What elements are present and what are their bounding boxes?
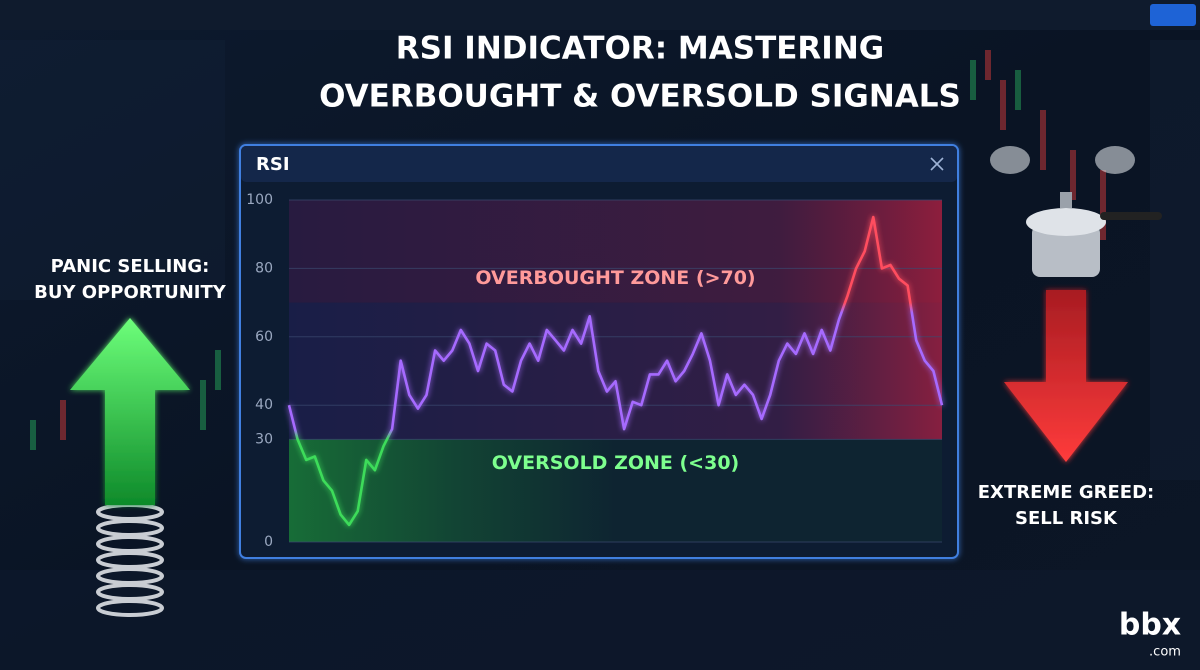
- left-note: BUY OPPORTUNITY: [34, 282, 227, 303]
- panel-header: [241, 146, 957, 182]
- login-button[interactable]: [1150, 4, 1196, 26]
- background-candles: [30, 50, 1106, 450]
- red-glow: [289, 200, 942, 440]
- background-table: [0, 40, 1200, 670]
- y-tick-label: 30: [255, 431, 273, 447]
- up-arrow: [70, 318, 190, 505]
- y-tick-label: 100: [246, 192, 273, 208]
- green-glow: [289, 439, 942, 542]
- oversold-label: OVERSOLD ZONE (<30): [492, 452, 739, 474]
- logo: bbx: [1119, 608, 1181, 643]
- y-tick-label: 80: [255, 260, 273, 276]
- right-note: SELL RISK: [1015, 508, 1118, 529]
- top-bar: [0, 0, 1200, 30]
- title: OVERBOUGHT & OVERSOLD SIGNALS: [319, 79, 961, 115]
- rsi-line: [287, 215, 944, 527]
- panel-title: RSI: [256, 154, 290, 175]
- pressure-cooker: [990, 146, 1162, 277]
- overbought-label: OVERBOUGHT ZONE (>70): [475, 267, 755, 289]
- logo-suffix: .com: [1149, 645, 1181, 660]
- y-tick-label: 60: [255, 329, 273, 345]
- left-note: PANIC SELLING:: [51, 256, 210, 277]
- y-tick-label: 40: [255, 397, 273, 413]
- down-arrow: [1004, 290, 1128, 462]
- y-tick-label: 0: [264, 534, 273, 550]
- close-button[interactable]: [930, 157, 944, 171]
- right-note: EXTREME GREED:: [978, 482, 1154, 503]
- title: RSI INDICATOR: MASTERING: [396, 31, 884, 67]
- spring: [96, 503, 164, 617]
